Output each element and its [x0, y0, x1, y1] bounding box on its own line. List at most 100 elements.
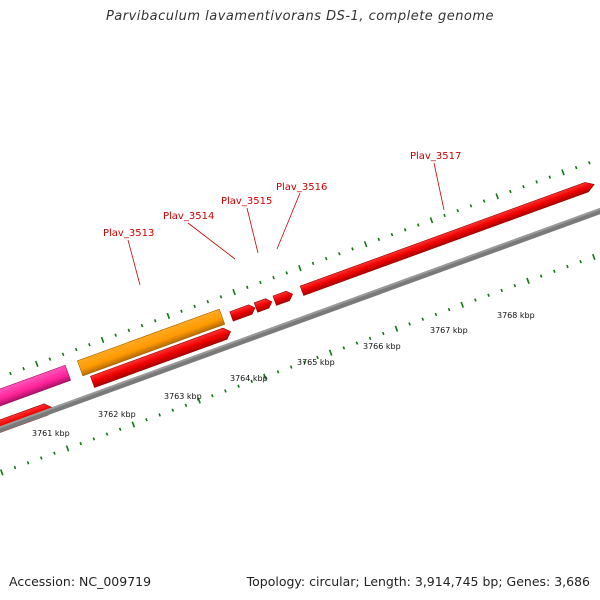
- scale-minor-tick: [553, 269, 556, 273]
- scale-minor-tick: [513, 283, 517, 288]
- forward-strand: [0, 180, 596, 411]
- outer-minor-tick: [193, 304, 196, 309]
- scale-major-tick: [394, 325, 399, 332]
- scale-minor-tick: [158, 413, 161, 417]
- scale-major-tick: [460, 301, 465, 308]
- scale-minor-tick: [316, 355, 319, 360]
- outer-major-tick: [166, 312, 171, 320]
- scale-minor-tick: [145, 418, 148, 422]
- outer-minor-tick: [114, 333, 117, 337]
- scale-minor-tick: [579, 260, 582, 264]
- gene-label-leaders: [127, 162, 445, 286]
- outer-minor-tick: [509, 189, 512, 194]
- gene-plav3515[interactable]: [253, 297, 273, 313]
- outer-minor-tick: [285, 271, 288, 275]
- scale-minor-tick: [303, 360, 306, 364]
- leader-plav3513: [127, 239, 141, 286]
- outer-minor-tick: [417, 223, 420, 227]
- scale-major-tick: [328, 349, 333, 356]
- scale-minor-tick: [53, 451, 56, 455]
- scale-major-tick: [0, 469, 4, 476]
- leader-plav3515: [246, 207, 259, 254]
- orange-feature[interactable]: [76, 308, 226, 377]
- outer-minor-tick: [351, 247, 354, 251]
- scale-label-3761: 3761 kbp: [32, 429, 70, 438]
- outer-major-tick: [363, 241, 368, 248]
- label-plav3514: Plav_3514: [163, 211, 214, 222]
- leader-plav3514: [187, 222, 236, 260]
- scale-minor-tick: [171, 408, 175, 412]
- outer-minor-tick: [74, 347, 78, 352]
- outer-minor-tick: [206, 299, 210, 304]
- outer-major-tick: [34, 360, 39, 367]
- scale-minor-tick: [184, 403, 188, 408]
- scale-minor-tick: [237, 384, 240, 388]
- gene-plav3514[interactable]: [229, 303, 257, 322]
- outer-minor-tick: [259, 280, 262, 285]
- scale-label-3764: 3764 kbp: [230, 374, 268, 383]
- scale-major-tick: [65, 445, 70, 452]
- outer-minor-tick: [469, 204, 473, 208]
- magenta-feature[interactable]: [0, 364, 72, 411]
- leader-plav3516: [276, 192, 301, 250]
- outer-minor-tick: [88, 343, 91, 347]
- scale-minor-tick: [421, 317, 425, 321]
- outer-minor-tick: [403, 228, 407, 232]
- scale-minor-tick: [382, 331, 385, 336]
- scale-minor-tick: [500, 288, 503, 293]
- scale-minor-tick: [447, 307, 451, 312]
- scale-label-3767: 3767 kbp: [430, 326, 468, 335]
- outer-minor-tick: [482, 199, 486, 203]
- outer-minor-tick: [140, 323, 144, 328]
- outer-minor-tick: [180, 309, 183, 313]
- scale-minor-tick: [92, 437, 96, 441]
- leader-plav3517: [433, 162, 445, 211]
- gene-plav3517[interactable]: [299, 180, 596, 296]
- outer-minor-tick: [443, 213, 446, 218]
- outer-minor-tick: [246, 285, 249, 289]
- scale-minor-tick: [368, 336, 372, 341]
- outer-minor-tick: [127, 328, 131, 333]
- outer-minor-tick: [456, 208, 460, 213]
- label-plav3517: Plav_3517: [410, 151, 461, 162]
- scale-major-tick: [263, 373, 267, 380]
- scale-minor-tick: [434, 312, 438, 317]
- scale-minor-tick: [289, 365, 293, 369]
- outer-major-tick: [298, 265, 302, 272]
- scale-minor-tick: [474, 298, 477, 302]
- scale-minor-tick: [408, 322, 411, 326]
- scale-major-tick: [131, 421, 136, 428]
- outer-major-tick: [495, 193, 500, 200]
- scale-tick-row: [0, 253, 596, 476]
- outer-minor-tick: [311, 261, 315, 266]
- outer-minor-tick: [338, 252, 341, 256]
- outer-minor-tick: [219, 295, 223, 299]
- outer-major-tick: [429, 217, 434, 224]
- outer-minor-tick: [9, 371, 12, 376]
- accession-text: Accession: NC_009719: [9, 574, 152, 589]
- outer-major-tick: [561, 169, 565, 176]
- outer-major-tick: [232, 288, 236, 296]
- outer-tick-row: [9, 161, 591, 376]
- scale-minor-tick: [342, 346, 346, 350]
- scale-minor-tick: [105, 432, 109, 436]
- scale-minor-tick: [79, 441, 82, 446]
- outer-minor-tick: [535, 180, 538, 184]
- scale-minor-tick: [566, 264, 569, 269]
- genome-title: Parvibaculum lavamentivorans DS-1, compl…: [105, 9, 495, 24]
- scale-minor-tick: [224, 389, 227, 393]
- scale-minor-tick: [26, 461, 30, 465]
- gene-plav3516[interactable]: [272, 289, 294, 306]
- scale-minor-tick: [13, 465, 17, 470]
- scale-minor-tick: [211, 394, 214, 398]
- scale-minor-tick: [118, 427, 122, 431]
- outer-minor-tick: [48, 357, 52, 361]
- gene-plav3513[interactable]: [90, 326, 232, 388]
- scale-label-3762: 3762 kbp: [98, 410, 136, 419]
- label-plav3515: Plav_3515: [221, 196, 272, 207]
- scale-minor-tick: [355, 341, 359, 345]
- scale-major-tick: [526, 277, 530, 284]
- scale-label-3766: 3766 kbp: [363, 342, 401, 351]
- scale-label-3765: 3765 kbp: [297, 358, 335, 367]
- scale-label-3763: 3763 kbp: [164, 392, 202, 401]
